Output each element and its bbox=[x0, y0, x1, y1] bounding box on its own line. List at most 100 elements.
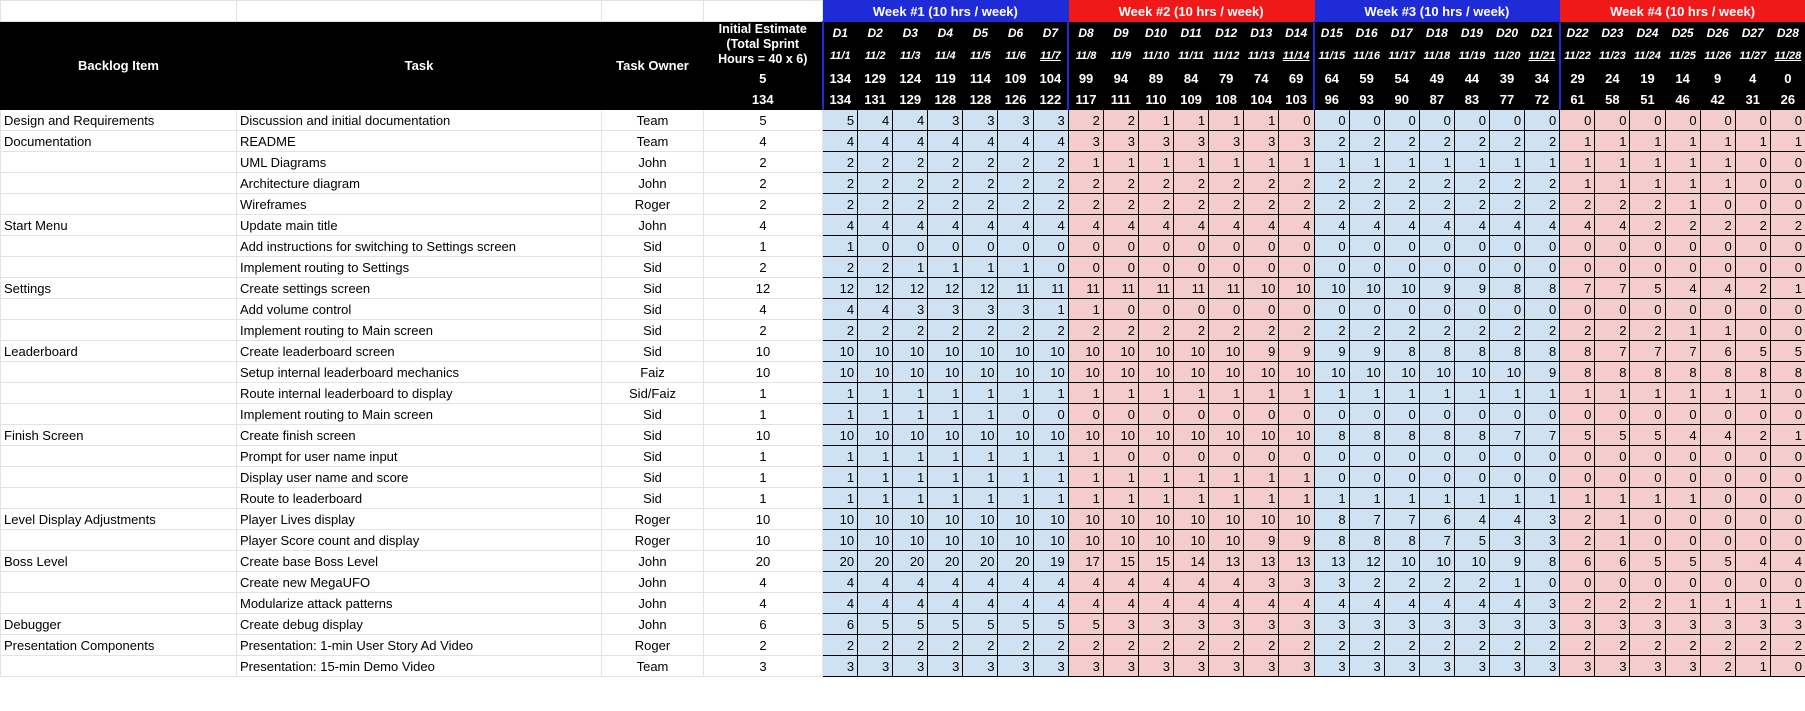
actual-remaining-cell[interactable]: 72 bbox=[1524, 88, 1561, 110]
estimate-cell[interactable]: 4 bbox=[703, 298, 823, 320]
hours-cell[interactable]: 4 bbox=[997, 571, 1034, 593]
hours-cell[interactable]: 2 bbox=[1594, 319, 1631, 341]
hours-cell[interactable]: 2 bbox=[1559, 592, 1596, 614]
hours-cell[interactable]: 1 bbox=[1769, 277, 1805, 299]
ideal-remaining-cell[interactable]: 79 bbox=[1208, 67, 1245, 89]
hours-cell[interactable]: 3 bbox=[1594, 655, 1631, 677]
hours-cell[interactable]: 1 bbox=[1032, 445, 1069, 467]
estimate-cell[interactable]: 1 bbox=[703, 466, 823, 488]
hours-cell[interactable]: 2 bbox=[927, 193, 964, 215]
hours-cell[interactable]: 3 bbox=[1278, 571, 1315, 593]
hours-cell[interactable]: 0 bbox=[1173, 298, 1210, 320]
hours-cell[interactable]: 0 bbox=[1137, 298, 1175, 320]
hours-cell[interactable]: 1 bbox=[927, 445, 964, 467]
hours-cell[interactable]: 0 bbox=[1313, 466, 1350, 488]
hours-cell[interactable]: 10 bbox=[1173, 529, 1210, 551]
hours-cell[interactable]: 10 bbox=[1173, 361, 1210, 383]
hours-cell[interactable]: 8 bbox=[1313, 508, 1350, 530]
hours-cell[interactable]: 2 bbox=[1734, 277, 1771, 299]
backlog-item-header[interactable]: Backlog Item bbox=[0, 21, 237, 110]
hours-cell[interactable]: 2 bbox=[962, 151, 999, 173]
hours-cell[interactable]: 3 bbox=[1278, 613, 1315, 635]
hours-cell[interactable]: 2 bbox=[892, 634, 929, 656]
hours-cell[interactable]: 0 bbox=[1734, 172, 1771, 194]
estimate-sum[interactable]: 134 bbox=[703, 88, 823, 110]
hours-cell[interactable]: 3 bbox=[1032, 109, 1069, 131]
hours-cell[interactable]: 0 bbox=[1699, 256, 1736, 278]
hours-cell[interactable]: 2 bbox=[1559, 508, 1596, 530]
hours-cell[interactable]: 7 bbox=[1559, 277, 1596, 299]
backlog-item-cell[interactable] bbox=[0, 403, 237, 425]
task-cell[interactable]: Implement routing to Main screen bbox=[236, 403, 602, 425]
hours-cell[interactable]: 1 bbox=[1664, 487, 1701, 509]
hours-cell[interactable]: 4 bbox=[927, 130, 964, 152]
estimate-cell[interactable]: 1 bbox=[703, 235, 823, 257]
hours-cell[interactable]: 8 bbox=[1453, 340, 1490, 362]
ideal-remaining-cell[interactable]: 94 bbox=[1102, 67, 1139, 89]
hours-cell[interactable]: 0 bbox=[1418, 445, 1455, 467]
hours-cell[interactable]: 1 bbox=[1278, 487, 1315, 509]
ideal-remaining-cell[interactable]: 0 bbox=[1769, 67, 1805, 89]
hours-cell[interactable]: 1 bbox=[857, 382, 894, 404]
hours-cell[interactable]: 0 bbox=[1488, 466, 1526, 488]
hours-cell[interactable]: 0 bbox=[1453, 256, 1490, 278]
hours-cell[interactable]: 5 bbox=[857, 613, 894, 635]
hours-cell[interactable]: 1 bbox=[1594, 382, 1631, 404]
ideal-remaining-cell[interactable]: 119 bbox=[927, 67, 964, 89]
ideal-remaining-cell[interactable]: 109 bbox=[997, 67, 1034, 89]
hours-cell[interactable]: 10 bbox=[927, 529, 964, 551]
hours-cell[interactable]: 4 bbox=[1313, 592, 1350, 614]
hours-cell[interactable]: 17 bbox=[1067, 550, 1104, 572]
hours-cell[interactable]: 11 bbox=[1067, 277, 1104, 299]
hours-cell[interactable]: 3 bbox=[1243, 613, 1280, 635]
hours-cell[interactable]: 8 bbox=[1418, 340, 1455, 362]
hours-cell[interactable]: 0 bbox=[1383, 298, 1420, 320]
day-date[interactable]: 11/7 bbox=[1032, 44, 1069, 68]
hours-cell[interactable]: 2 bbox=[1664, 214, 1701, 236]
task-owner-cell[interactable]: John bbox=[601, 571, 704, 593]
hours-cell[interactable]: 10 bbox=[1137, 529, 1175, 551]
hours-cell[interactable]: 4 bbox=[1137, 571, 1175, 593]
hours-cell[interactable]: 0 bbox=[1664, 109, 1701, 131]
hours-cell[interactable]: 7 bbox=[1383, 508, 1420, 530]
hours-cell[interactable]: 3 bbox=[1664, 655, 1701, 677]
actual-remaining-cell[interactable]: 109 bbox=[1173, 88, 1210, 110]
day-date[interactable]: 11/26 bbox=[1699, 44, 1736, 68]
hours-cell[interactable]: 9 bbox=[1278, 340, 1315, 362]
hours-cell[interactable]: 0 bbox=[1699, 445, 1736, 467]
estimate-cell[interactable]: 10 bbox=[703, 340, 823, 362]
hours-cell[interactable]: 0 bbox=[1208, 445, 1245, 467]
hours-cell[interactable]: 0 bbox=[1067, 256, 1104, 278]
hours-cell[interactable]: 10 bbox=[1313, 277, 1350, 299]
day-label[interactable]: D27 bbox=[1734, 21, 1771, 45]
estimate-cell[interactable]: 1 bbox=[703, 382, 823, 404]
hours-cell[interactable]: 1 bbox=[1278, 466, 1315, 488]
hours-cell[interactable]: 2 bbox=[1243, 634, 1280, 656]
hours-cell[interactable]: 3 bbox=[1453, 655, 1490, 677]
hours-cell[interactable]: 6 bbox=[1418, 508, 1455, 530]
hours-cell[interactable]: 2 bbox=[927, 151, 964, 173]
hours-cell[interactable]: 10 bbox=[1208, 340, 1245, 362]
backlog-item-cell[interactable]: Presentation Components bbox=[0, 634, 237, 656]
actual-remaining-cell[interactable]: 77 bbox=[1488, 88, 1526, 110]
hours-cell[interactable]: 2 bbox=[1418, 193, 1455, 215]
hours-cell[interactable]: 0 bbox=[1137, 256, 1175, 278]
hours-cell[interactable]: 1 bbox=[1629, 382, 1666, 404]
hours-cell[interactable]: 12 bbox=[962, 277, 999, 299]
hours-cell[interactable]: 3 bbox=[1208, 655, 1245, 677]
actual-remaining-cell[interactable]: 31 bbox=[1734, 88, 1771, 110]
hours-cell[interactable]: 15 bbox=[1137, 550, 1175, 572]
hours-cell[interactable]: 4 bbox=[857, 214, 894, 236]
hours-cell[interactable]: 1 bbox=[962, 256, 999, 278]
hours-cell[interactable]: 2 bbox=[1559, 193, 1596, 215]
hours-cell[interactable]: 2 bbox=[1453, 130, 1490, 152]
hours-cell[interactable]: 7 bbox=[1664, 340, 1701, 362]
hours-cell[interactable]: 4 bbox=[1418, 592, 1455, 614]
hours-cell[interactable]: 0 bbox=[1488, 403, 1526, 425]
hours-cell[interactable]: 3 bbox=[1067, 655, 1104, 677]
hours-cell[interactable]: 2 bbox=[927, 319, 964, 341]
hours-cell[interactable]: 3 bbox=[962, 298, 999, 320]
day-date[interactable]: 11/9 bbox=[1102, 44, 1139, 68]
hours-cell[interactable]: 2 bbox=[1102, 109, 1139, 131]
hours-cell[interactable]: 4 bbox=[1488, 508, 1526, 530]
